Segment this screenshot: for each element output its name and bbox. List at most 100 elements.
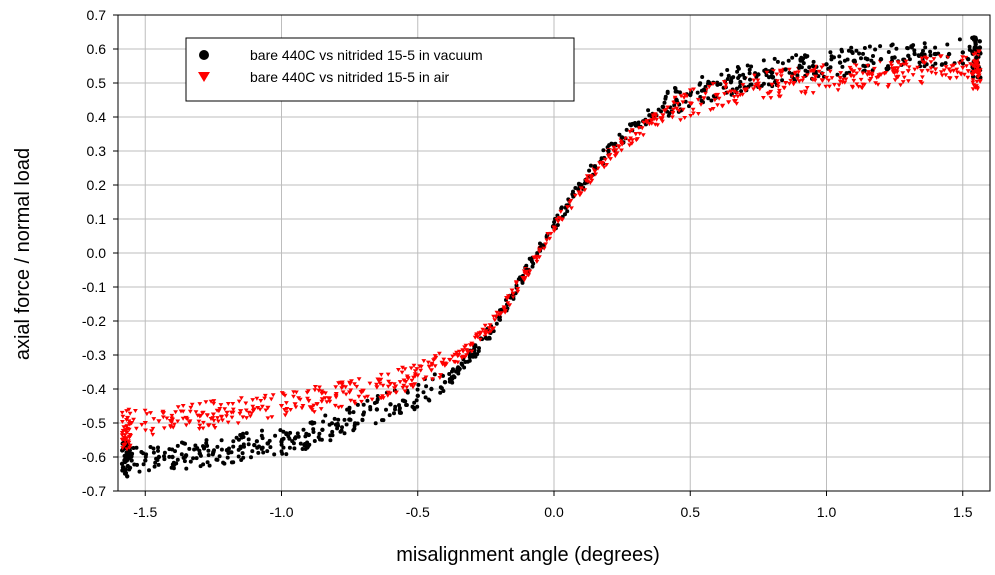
data-point-vacuum: [328, 438, 333, 443]
data-point-vacuum: [921, 48, 925, 53]
data-point-air: [400, 385, 406, 390]
data-point-air: [387, 381, 394, 387]
data-point-vacuum: [674, 97, 679, 103]
y-tick-label: 0.1: [87, 211, 107, 227]
data-point-air: [292, 402, 298, 407]
data-point-air: [651, 117, 657, 122]
data-point-air: [437, 376, 443, 380]
data-point-air: [556, 216, 562, 221]
data-point-air: [919, 56, 925, 61]
data-point-air: [183, 415, 189, 421]
data-point-vacuum: [312, 439, 317, 443]
data-point-vacuum: [933, 45, 938, 50]
data-point-air: [898, 63, 904, 68]
data-point-vacuum: [854, 48, 859, 53]
data-point-air: [847, 65, 853, 70]
data-point-vacuum: [272, 452, 277, 457]
data-point-air: [646, 121, 652, 127]
data-point-air: [854, 82, 860, 87]
data-point-vacuum: [121, 465, 126, 470]
data-point-vacuum: [399, 410, 403, 415]
data-point-air: [731, 95, 737, 99]
data-point-air: [460, 355, 465, 360]
data-point-air: [873, 81, 878, 86]
data-point-vacuum: [747, 67, 752, 72]
data-point-air: [939, 73, 945, 78]
data-point-air: [438, 373, 443, 378]
data-point-vacuum: [127, 448, 132, 453]
data-point-air: [425, 360, 431, 365]
data-point-air: [257, 407, 263, 412]
data-point-vacuum: [355, 402, 360, 407]
data-point-air: [426, 364, 432, 369]
data-point-air: [442, 361, 448, 366]
data-point-vacuum: [222, 461, 227, 466]
data-point-vacuum: [660, 104, 666, 110]
data-point-air: [309, 405, 315, 410]
data-point-air: [401, 378, 407, 383]
data-point-air: [327, 396, 333, 401]
data-point-vacuum: [805, 69, 810, 74]
data-point-vacuum: [662, 100, 667, 105]
data-point-air: [386, 379, 391, 384]
data-point-air: [121, 437, 126, 442]
data-point-vacuum: [384, 407, 388, 412]
data-point-air: [874, 75, 880, 80]
data-point-air: [415, 373, 421, 378]
data-point-vacuum: [427, 398, 432, 403]
data-point-air: [629, 141, 634, 146]
data-point-vacuum: [333, 422, 339, 427]
data-point-vacuum: [933, 51, 938, 57]
data-point-vacuum: [132, 462, 137, 467]
data-point-vacuum: [917, 60, 922, 65]
data-point-vacuum: [939, 62, 944, 67]
data-point-air: [695, 97, 701, 102]
data-point-air: [976, 73, 982, 78]
data-point-air: [144, 412, 150, 417]
data-point-air: [778, 70, 783, 75]
y-tick-label: 0.7: [87, 7, 107, 23]
data-point-air: [124, 447, 130, 452]
data-point-air: [829, 76, 835, 81]
data-point-air: [883, 71, 889, 75]
data-point-vacuum: [878, 44, 883, 49]
data-point-vacuum: [647, 113, 652, 118]
data-point-air: [180, 404, 186, 408]
data-point-air: [260, 404, 265, 409]
data-point-vacuum: [695, 90, 700, 95]
data-point-air: [222, 407, 228, 412]
data-point-vacuum: [530, 264, 535, 269]
data-point-vacuum: [147, 468, 151, 473]
data-point-air: [230, 410, 236, 415]
data-point-vacuum: [260, 428, 264, 433]
data-point-air: [543, 242, 549, 247]
data-point-air: [239, 396, 244, 401]
data-point-air: [175, 405, 181, 410]
data-point-vacuum: [156, 462, 161, 467]
legend: bare 440C vs nitrided 15-5 in vacuum bar…: [185, 37, 575, 102]
data-point-vacuum: [286, 434, 291, 439]
data-point-vacuum: [849, 49, 854, 54]
data-point-air: [595, 166, 601, 171]
data-point-air: [412, 382, 418, 387]
data-point-air: [534, 257, 540, 262]
data-point-air: [569, 206, 574, 211]
data-point-vacuum: [387, 413, 392, 418]
data-point-air: [938, 70, 944, 75]
data-point-air: [299, 406, 305, 411]
data-point-air: [237, 411, 243, 416]
data-point-air: [224, 414, 229, 419]
data-point-vacuum: [184, 466, 189, 471]
data-point-vacuum: [761, 58, 766, 63]
data-point-vacuum: [175, 443, 180, 448]
data-point-air: [486, 326, 492, 331]
data-point-air: [230, 402, 236, 406]
data-point-air: [169, 413, 175, 418]
data-point-vacuum: [388, 402, 393, 407]
data-point-vacuum: [977, 39, 982, 44]
data-point-vacuum: [544, 234, 549, 239]
data-point-vacuum: [761, 81, 766, 86]
data-point-vacuum: [239, 458, 244, 462]
data-point-air: [396, 368, 401, 372]
data-point-vacuum: [465, 359, 470, 364]
